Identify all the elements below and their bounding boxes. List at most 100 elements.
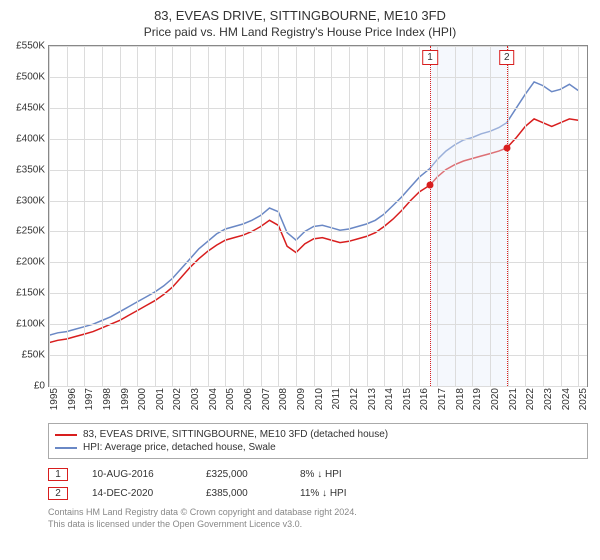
gridline-v [578, 46, 579, 386]
x-tick-label: 2010 [314, 388, 325, 410]
sale-price: £325,000 [206, 469, 276, 480]
x-tick-label: 2020 [490, 388, 501, 410]
x-tick-label: 1997 [84, 388, 95, 410]
gridline-v [543, 46, 544, 386]
gridline-v [402, 46, 403, 386]
x-tick-label: 2022 [525, 388, 536, 410]
x-tick-label: 2002 [172, 388, 183, 410]
gridline-v [243, 46, 244, 386]
gridline-v [314, 46, 315, 386]
gridline-v [437, 46, 438, 386]
chart-subtitle: Price paid vs. HM Land Registry's House … [0, 23, 600, 45]
x-tick-label: 1995 [49, 388, 60, 410]
x-tick-label: 2016 [419, 388, 430, 410]
x-tick-label: 2017 [437, 388, 448, 410]
x-tick-label: 2012 [349, 388, 360, 410]
gridline-v [472, 46, 473, 386]
sale-marker [427, 182, 434, 189]
x-tick-label: 2014 [384, 388, 395, 410]
gridline-v [172, 46, 173, 386]
x-tick-label: 2021 [508, 388, 519, 410]
x-tick-label: 2015 [402, 388, 413, 410]
y-tick-label: £200K [16, 257, 45, 268]
gridline-v [84, 46, 85, 386]
x-tick-label: 2008 [278, 388, 289, 410]
chart-title: 83, EVEAS DRIVE, SITTINGBOURNE, ME10 3FD [0, 0, 600, 23]
sale-row-number: 2 [48, 487, 68, 500]
gridline-v [120, 46, 121, 386]
gridline-v [137, 46, 138, 386]
x-tick-label: 1996 [67, 388, 78, 410]
x-tick-label: 2011 [331, 388, 342, 410]
sale-price: £385,000 [206, 488, 276, 499]
y-tick-label: £500K [16, 71, 45, 82]
legend-box: 83, EVEAS DRIVE, SITTINGBOURNE, ME10 3FD… [48, 423, 588, 459]
y-tick-label: £100K [16, 319, 45, 330]
x-tick-label: 2013 [367, 388, 378, 410]
gridline-v [102, 46, 103, 386]
sale-vline [507, 46, 508, 386]
gridline-v [419, 46, 420, 386]
y-tick-label: £0 [34, 381, 45, 392]
sale-date: 10-AUG-2016 [92, 469, 182, 480]
x-tick-label: 2001 [155, 388, 166, 410]
x-tick-label: 2024 [561, 388, 572, 410]
sale-delta: 11% ↓ HPI [300, 488, 347, 499]
x-tick-label: 2006 [243, 388, 254, 410]
gridline-v [508, 46, 509, 386]
gridline-v [525, 46, 526, 386]
sale-number-box: 2 [499, 50, 515, 65]
gridline-v [490, 46, 491, 386]
gridline-v [49, 46, 50, 386]
gridline-v [261, 46, 262, 386]
x-tick-label: 2009 [296, 388, 307, 410]
legend-swatch [55, 434, 77, 436]
gridline-v [561, 46, 562, 386]
y-tick-label: £150K [16, 288, 45, 299]
plot-area: £0£50K£100K£150K£200K£250K£300K£350K£400… [48, 45, 588, 387]
y-tick-label: £300K [16, 195, 45, 206]
sales-table: 110-AUG-2016£325,0008% ↓ HPI214-DEC-2020… [48, 465, 588, 503]
x-tick-label: 2019 [472, 388, 483, 410]
gridline-v [278, 46, 279, 386]
chart-container: 83, EVEAS DRIVE, SITTINGBOURNE, ME10 3FD… [0, 0, 600, 560]
gridline-v [208, 46, 209, 386]
sale-row: 214-DEC-2020£385,00011% ↓ HPI [48, 484, 588, 503]
sale-number-box: 1 [422, 50, 438, 65]
legend-label: HPI: Average price, detached house, Swal… [83, 442, 276, 453]
gridline-v [190, 46, 191, 386]
gridline-v [367, 46, 368, 386]
gridline-v [331, 46, 332, 386]
gridline-v [296, 46, 297, 386]
gridline-v [349, 46, 350, 386]
gridline-v [67, 46, 68, 386]
y-tick-label: £550K [16, 41, 45, 52]
x-tick-label: 2004 [208, 388, 219, 410]
gridline-v [384, 46, 385, 386]
y-tick-label: £250K [16, 226, 45, 237]
x-tick-label: 2000 [137, 388, 148, 410]
y-tick-label: £350K [16, 164, 45, 175]
sale-marker [503, 145, 510, 152]
x-tick-label: 1999 [120, 388, 131, 410]
attribution-line1: Contains HM Land Registry data © Crown c… [48, 507, 588, 519]
gridline-h [49, 386, 587, 387]
x-tick-label: 2018 [455, 388, 466, 410]
y-tick-label: £50K [22, 350, 45, 361]
y-tick-label: £400K [16, 133, 45, 144]
sale-row: 110-AUG-2016£325,0008% ↓ HPI [48, 465, 588, 484]
sale-band [430, 46, 507, 386]
y-tick-label: £450K [16, 102, 45, 113]
x-tick-label: 2005 [225, 388, 236, 410]
attribution-line2: This data is licensed under the Open Gov… [48, 519, 588, 531]
legend-row: HPI: Average price, detached house, Swal… [55, 441, 581, 454]
attribution: Contains HM Land Registry data © Crown c… [48, 507, 588, 530]
x-tick-label: 2025 [578, 388, 589, 410]
x-tick-label: 2007 [261, 388, 272, 410]
legend-row: 83, EVEAS DRIVE, SITTINGBOURNE, ME10 3FD… [55, 428, 581, 441]
gridline-v [225, 46, 226, 386]
legend-label: 83, EVEAS DRIVE, SITTINGBOURNE, ME10 3FD… [83, 429, 388, 440]
gridline-v [155, 46, 156, 386]
legend-swatch [55, 447, 77, 449]
sale-delta: 8% ↓ HPI [300, 469, 342, 480]
